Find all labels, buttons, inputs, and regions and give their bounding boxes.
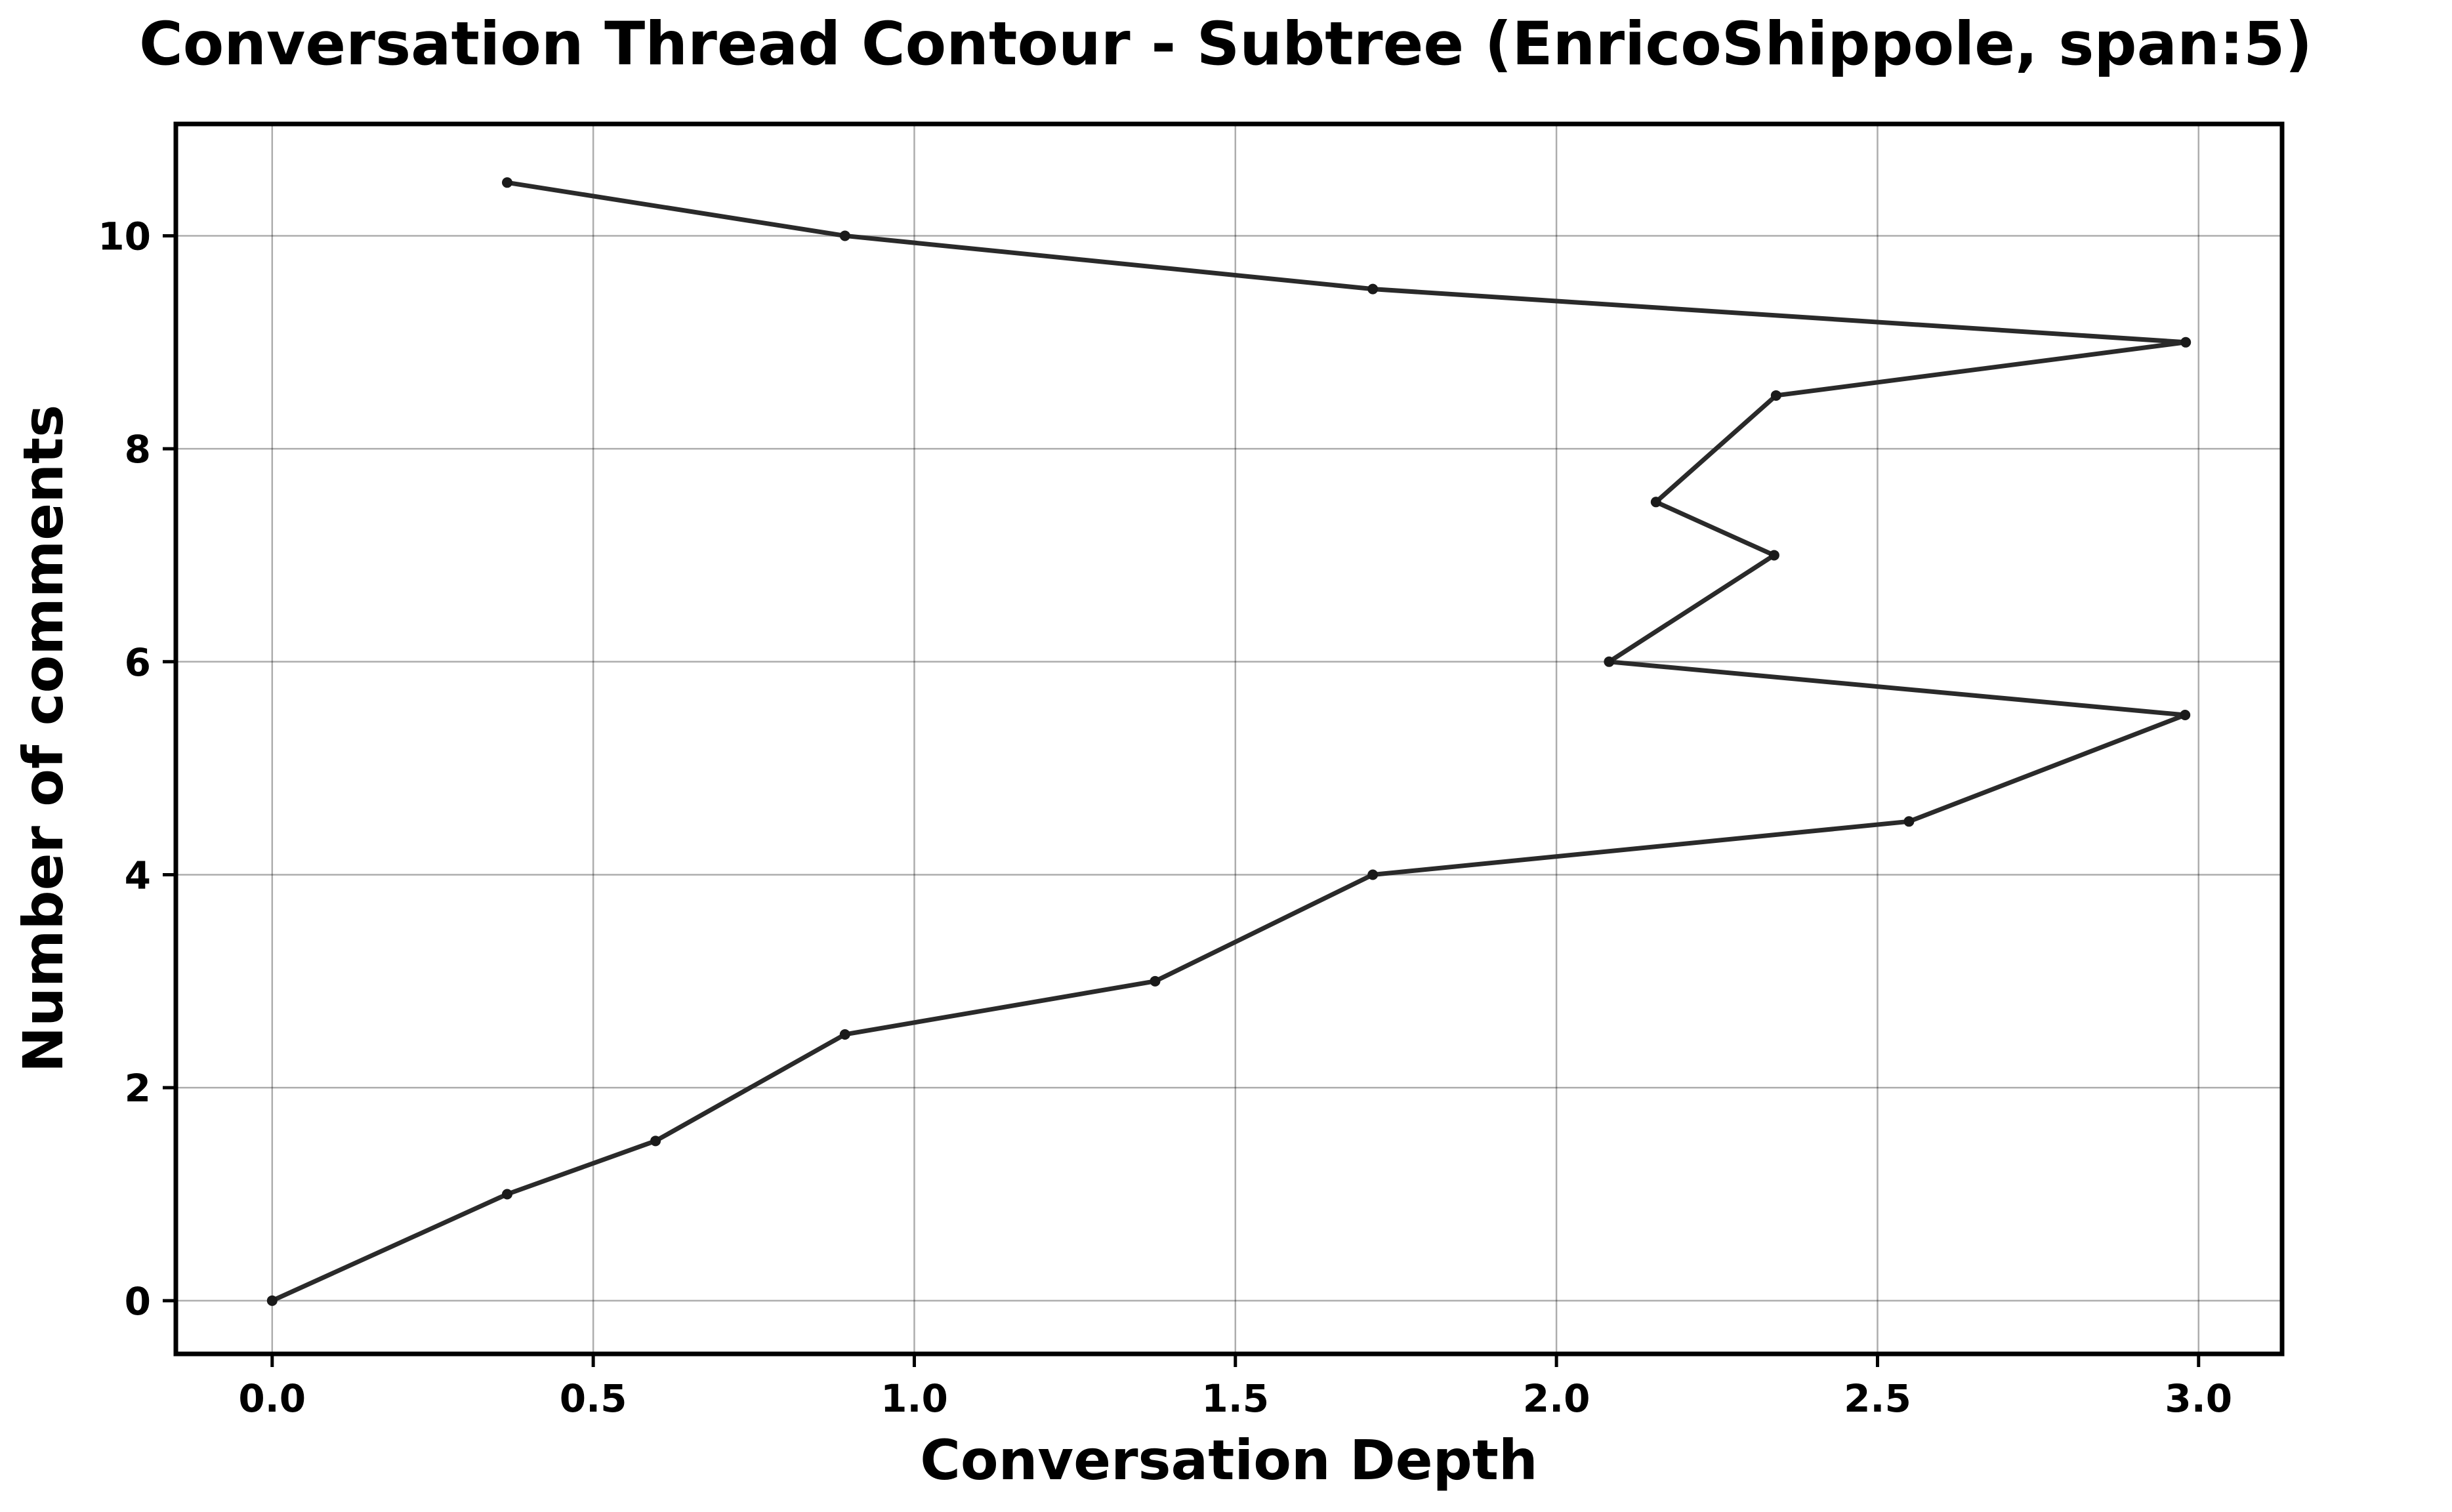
plot-frame [173, 121, 2285, 1357]
y-tick-label: 8 [125, 427, 151, 472]
x-axis-label: Conversation Depth [920, 1428, 1537, 1492]
data-point [501, 177, 512, 188]
data-point [1150, 975, 1161, 987]
y-tick-label: 10 [98, 214, 151, 258]
data-point [266, 1295, 278, 1306]
series-layer [266, 177, 2192, 1306]
data-point [650, 1135, 661, 1147]
y-axis-label: Number of comments [11, 405, 75, 1073]
x-tick-label: 1.5 [1201, 1376, 1269, 1421]
x-tick-label: 1.0 [881, 1376, 948, 1421]
x-tick-label: 0.5 [560, 1376, 627, 1421]
chart-title: Conversation Thread Contour - Subtree (E… [139, 10, 2312, 79]
x-axis-ticks: 0.0 0.5 1.0 1.5 2.0 2.5 3.0 [238, 1354, 2232, 1421]
data-point [1367, 869, 1379, 880]
data-point [1604, 656, 1615, 667]
y-tick-label: 6 [125, 640, 151, 685]
y-tick-label: 2 [125, 1066, 151, 1111]
data-point [1768, 550, 1779, 561]
y-tick-label: 0 [125, 1279, 151, 1324]
y-axis-ticks: 0 2 4 6 8 10 [98, 214, 176, 1324]
x-tick-label: 3.0 [2165, 1376, 2232, 1421]
y-tick-label: 4 [125, 853, 151, 897]
x-tick-label: 0.0 [238, 1376, 306, 1421]
data-point [1903, 816, 1915, 827]
data-point [1367, 283, 1379, 295]
data-point [839, 230, 850, 241]
x-tick-label: 2.5 [1844, 1376, 1911, 1421]
data-point [1650, 497, 1661, 508]
data-point [1770, 390, 1781, 401]
data-point [501, 1189, 512, 1200]
data-point [839, 1029, 850, 1040]
grid [176, 124, 2282, 1354]
series-line [271, 180, 2188, 1303]
data-point [2180, 709, 2191, 720]
data-point [2180, 337, 2192, 348]
x-tick-label: 2.0 [1523, 1376, 1590, 1421]
